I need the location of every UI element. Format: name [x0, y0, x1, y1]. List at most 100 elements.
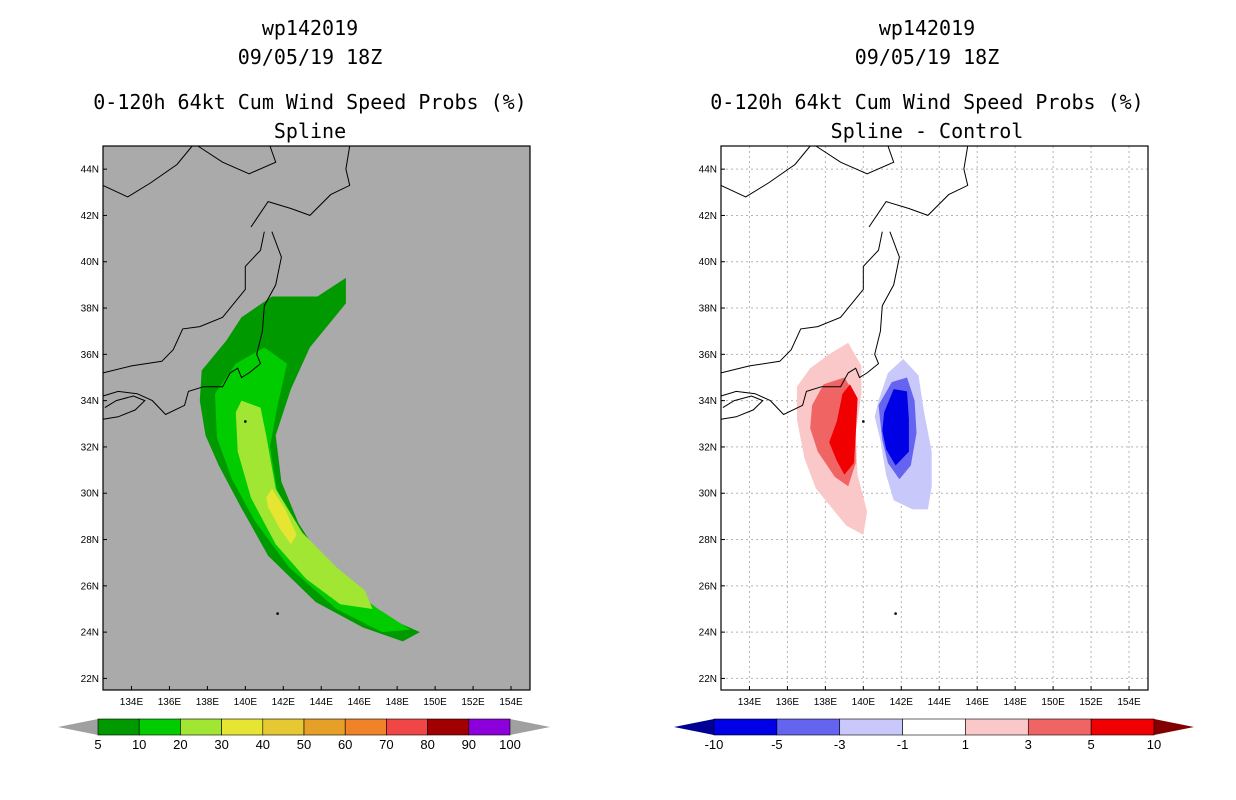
y-tick-label: 30N [699, 489, 717, 500]
colorbar-swatch [713, 718, 778, 736]
colorbar-label: 60 [338, 737, 352, 752]
coastline-3 [250, 145, 351, 228]
x-tick-label: 144E [928, 697, 952, 708]
y-tick-label: 28N [699, 535, 717, 546]
colorbar-swatch [221, 718, 264, 736]
island-dot [862, 420, 865, 423]
y-tick-label: 30N [81, 489, 99, 500]
colorbar-below-triangle [674, 719, 714, 735]
y-tick-label: 22N [81, 674, 99, 685]
map-background [721, 146, 1148, 690]
coastline-3 [868, 145, 969, 228]
colorbar-label: -1 [897, 737, 909, 752]
y-tick-label: 36N [699, 350, 717, 361]
colorbar-swatch [138, 718, 181, 736]
x-tick-label: 134E [738, 697, 762, 708]
colorbar-swatch [386, 718, 428, 736]
colorbar-label: 10 [1147, 737, 1161, 752]
contour-6 [882, 389, 909, 466]
y-tick-label: 40N [81, 257, 99, 268]
x-tick-label: 148E [385, 697, 409, 708]
colorbar-label: 90 [462, 737, 476, 752]
colorbar-swatch [839, 718, 903, 736]
coastline-6 [102, 395, 146, 420]
right-map-panel: 134E 136E 138E 140E 142E 144E 146E 148E 150E 152E… [699, 145, 1149, 708]
colorbar-swatch [427, 718, 470, 736]
left-title-product: 0-120h 64kt Cum Wind Speed Probs (%) [93, 90, 527, 114]
y-tick-label: 24N [81, 628, 99, 639]
colorbar-swatch [344, 718, 387, 736]
x-tick-label: 138E [196, 697, 220, 708]
colorbar-label: 40 [256, 737, 270, 752]
colorbar-above-triangle [510, 719, 550, 735]
right-title-method: Spline - Control [830, 119, 1024, 143]
colorbar-label: 70 [379, 737, 393, 752]
colorbar-label: 10 [132, 737, 146, 752]
y-tick-label: 24N [699, 628, 717, 639]
colorbar-swatch [180, 718, 222, 736]
colorbar-label: -10 [705, 737, 724, 752]
colorbar-label: 30 [214, 737, 228, 752]
colorbar-label: 3 [1025, 737, 1032, 752]
y-tick-label: 38N [81, 304, 99, 315]
x-tick-label: 152E [1079, 697, 1103, 708]
x-tick-label: 136E [158, 697, 182, 708]
x-tick-label: 146E [348, 697, 372, 708]
y-tick-label: 26N [81, 581, 99, 592]
y-tick-label: 28N [81, 535, 99, 546]
x-tick-label: 136E [776, 697, 800, 708]
x-tick-label: 154E [1117, 697, 1141, 708]
y-tick-label: 40N [699, 257, 717, 268]
y-tick-label: 42N [699, 211, 717, 222]
contour-4 [266, 488, 297, 545]
colorbar-label: 1 [962, 737, 969, 752]
coastline-6 [720, 395, 764, 420]
left-title-method: Spline [273, 119, 347, 143]
colorbar-label: -5 [771, 737, 783, 752]
right-title-date: 09/05/19 18Z [854, 45, 1000, 69]
x-tick-label: 138E [814, 697, 838, 708]
left-map-panel: 134E 136E 138E 140E 142E 144E 146E 148E 150E 152E… [81, 145, 531, 708]
x-tick-label: 142E [272, 697, 296, 708]
left-colorbar: 5 10 20 30 40 50 60 70 80 90 100 [58, 718, 550, 752]
island-dot [276, 612, 279, 615]
island-dot [244, 420, 247, 423]
x-tick-label: 150E [423, 697, 447, 708]
y-tick-label: 42N [81, 211, 99, 222]
colorbar-swatch [97, 718, 140, 736]
y-tick-label: 26N [699, 581, 717, 592]
colorbar-above-triangle [1154, 719, 1194, 735]
colorbar-swatch [468, 718, 511, 736]
colorbar-swatch [262, 718, 305, 736]
x-tick-label: 148E [1003, 697, 1027, 708]
coastline-5 [102, 231, 282, 416]
island-dot [894, 612, 897, 615]
left-title-date: 09/05/19 18Z [237, 45, 383, 69]
colorbar-label: 5 [94, 737, 101, 752]
colorbar-swatch [776, 718, 841, 736]
right-title-storm: wp142019 [878, 16, 976, 40]
y-tick-label: 44N [699, 165, 717, 176]
right-title-product: 0-120h 64kt Cum Wind Speed Probs (%) [710, 90, 1144, 114]
y-tick-label: 44N [81, 165, 99, 176]
y-tick-label: 32N [81, 442, 99, 453]
y-tick-label: 34N [699, 396, 717, 407]
x-tick-label: 142E [890, 697, 914, 708]
colorbar-swatch [1027, 718, 1092, 736]
right-colorbar: -10 -5 -3 -1 1 3 5 10 [674, 718, 1194, 752]
colorbar-swatch [965, 718, 1029, 736]
x-tick-label: 146E [966, 697, 990, 708]
x-tick-label: 140E [234, 697, 258, 708]
coastline-5 [720, 231, 900, 416]
y-tick-label: 38N [699, 304, 717, 315]
colorbar-label: 100 [499, 737, 521, 752]
colorbar-swatch [902, 718, 966, 736]
colorbar-label: 80 [420, 737, 434, 752]
colorbar-label: 5 [1088, 737, 1095, 752]
contour-3 [829, 384, 858, 475]
x-tick-label: 140E [852, 697, 876, 708]
y-tick-label: 22N [699, 674, 717, 685]
coastline-2 [720, 145, 811, 198]
colorbar-label: -3 [834, 737, 846, 752]
